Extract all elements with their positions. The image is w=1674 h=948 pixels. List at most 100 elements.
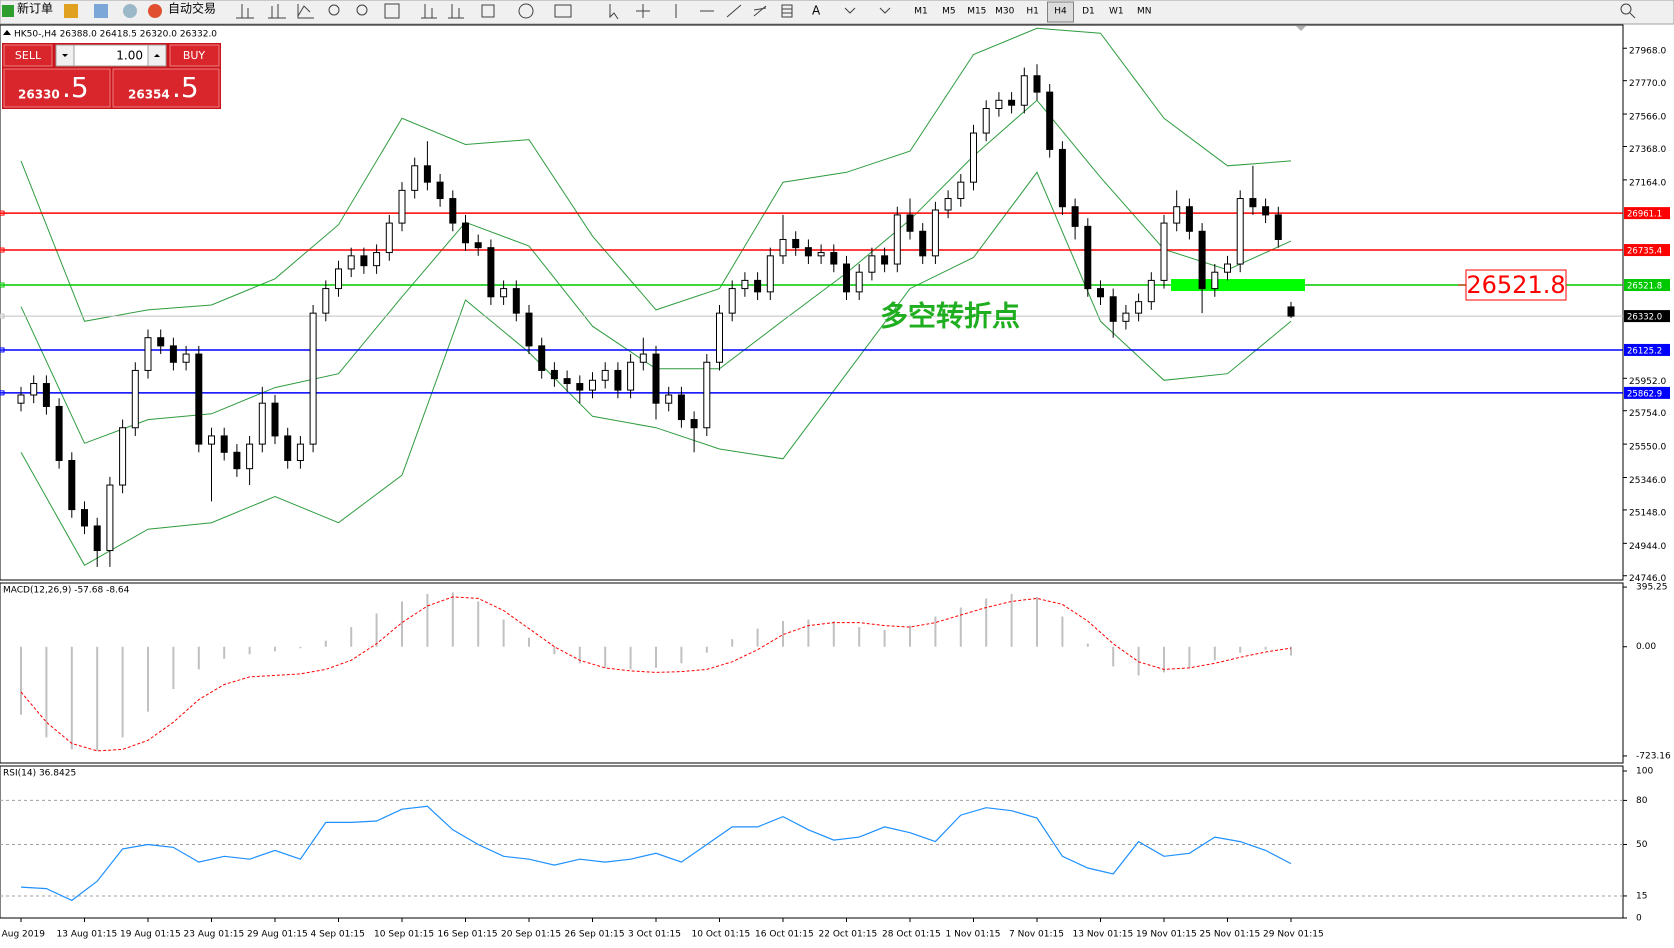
- rsi-title: RSI(14) 36.8425: [3, 769, 76, 779]
- toolbar: 新订单 自动交易 A M1 M5 M15 M30 H1 H4 D1 W1 MN: [0, 0, 1674, 25]
- candle-body: [1198, 230, 1206, 290]
- bid-box[interactable]: [3, 68, 111, 108]
- timeframe-buttons: M1 M5 M15 M30 H1 H4 D1 W1 MN: [914, 7, 1151, 17]
- candle-body: [982, 107, 990, 134]
- volume-value[interactable]: 1.00: [116, 49, 143, 63]
- bid-pips[interactable]: .5: [62, 71, 89, 104]
- y-tick-label: 27566.0: [1629, 113, 1666, 123]
- candle-body: [1274, 214, 1282, 240]
- candle-body: [182, 353, 190, 363]
- y-tick-label: 27368.0: [1629, 145, 1666, 155]
- candle-body: [919, 230, 927, 257]
- level-anchor: [0, 247, 5, 253]
- candle-body: [703, 361, 711, 429]
- candle-body: [436, 181, 444, 200]
- level-label: 26735.4: [1627, 247, 1662, 257]
- bollinger-upper: [20, 27, 1292, 322]
- sell-label[interactable]: SELL: [15, 49, 42, 62]
- candle-body: [1185, 206, 1193, 232]
- timeframe-button[interactable]: M1: [914, 7, 928, 17]
- sell-button[interactable]: [3, 44, 53, 67]
- axes: 27968.0 27770.0 27566.0 27368.0 27164.0 25952…: [0, 47, 1671, 940]
- main-plot: 多空转折点: [0, 27, 1623, 567]
- candle-body: [1135, 301, 1143, 314]
- new-order-button[interactable]: 新订单: [17, 1, 53, 16]
- candle-body: [258, 402, 266, 445]
- candle-body: [398, 189, 406, 224]
- buy-label[interactable]: BUY: [183, 49, 206, 62]
- x-tick-label: 16 Sep 01:15: [438, 930, 498, 940]
- x-tick-label: 19 Aug 01:15: [120, 930, 181, 940]
- toolbar-icon[interactable]: [94, 4, 108, 18]
- candle-body: [296, 443, 304, 461]
- ask-price[interactable]: 26354: [128, 88, 170, 102]
- candle-body: [1262, 206, 1270, 216]
- timeframe-button[interactable]: MN: [1137, 7, 1152, 17]
- level-label-box: [1624, 244, 1670, 257]
- candle-body: [550, 369, 558, 380]
- candle-body: [804, 247, 812, 257]
- timeframe-button[interactable]: M5: [942, 7, 956, 17]
- candle-body: [779, 238, 787, 257]
- x-tick-label: 13 Aug 01:15: [57, 930, 118, 940]
- level-label-box: [1624, 386, 1670, 399]
- rsi-tick-label: 15: [1636, 891, 1647, 901]
- candle-body: [652, 353, 660, 404]
- main-panel: [0, 24, 1624, 581]
- candle-body: [119, 427, 127, 486]
- timeframe-button[interactable]: M30: [995, 7, 1014, 17]
- candle-body: [995, 99, 1003, 109]
- candle-body: [614, 369, 622, 391]
- timeframe-button[interactable]: D1: [1082, 7, 1095, 17]
- macd-tick-label: -723.16: [1636, 751, 1671, 761]
- candle-body: [42, 383, 50, 407]
- candle-body: [373, 252, 381, 267]
- timeframe-button[interactable]: M15: [967, 7, 986, 17]
- toolbar-icon[interactable]: [123, 4, 137, 18]
- timeframe-button[interactable]: H4: [1054, 7, 1067, 17]
- x-tick-label: 23 Aug 01:15: [184, 930, 245, 940]
- ask-pips[interactable]: .5: [172, 71, 199, 104]
- candle-body: [423, 165, 431, 183]
- candle-body: [1236, 198, 1244, 265]
- text-tool[interactable]: A: [812, 4, 821, 18]
- arrow: [154, 54, 160, 57]
- candle-body: [817, 252, 825, 257]
- timeframe-button[interactable]: H1: [1026, 7, 1039, 17]
- level-anchor: [0, 313, 5, 319]
- active-timeframe: [1047, 1, 1074, 23]
- toolbar-bg: [0, 0, 1674, 25]
- bid-price[interactable]: 26330: [18, 88, 60, 102]
- toolbar-icon[interactable]: [64, 4, 78, 18]
- candle-body: [1071, 206, 1079, 227]
- candle-body: [868, 255, 876, 273]
- candle-body: [284, 435, 292, 461]
- macd-signal: [20, 596, 1292, 752]
- candle-body: [754, 279, 762, 293]
- candle-body: [411, 165, 419, 191]
- candle-body: [512, 288, 520, 314]
- pivot-zone: [1171, 279, 1305, 292]
- timeframe-button[interactable]: W1: [1109, 7, 1124, 17]
- candle-body: [830, 252, 838, 265]
- ask-box[interactable]: [112, 68, 220, 108]
- level-label: 26125.2: [1627, 346, 1662, 356]
- candle-body: [766, 255, 774, 293]
- candle-body: [1249, 198, 1257, 208]
- candle-body: [1046, 91, 1054, 150]
- candle-body: [1097, 288, 1104, 298]
- toolbar-tools[interactable]: [236, 3, 1636, 20]
- buy-button[interactable]: [169, 44, 220, 67]
- candle-body: [1020, 75, 1028, 106]
- x-tick-label: 29 Aug 01:15: [247, 930, 308, 940]
- new-order-icon[interactable]: [2, 5, 14, 17]
- y-tick-label: 24746.0: [1629, 574, 1666, 584]
- autotrade-button[interactable]: 自动交易: [168, 1, 216, 16]
- autotrade-icon[interactable]: [148, 4, 162, 18]
- x-tick-label: 19 Nov 01:15: [1136, 930, 1197, 940]
- candle-body: [525, 312, 533, 347]
- candle-body: [309, 312, 317, 445]
- macd-title: MACD(12,26,9) -57.68 -8.64: [3, 586, 130, 596]
- level-label: 25862.9: [1627, 389, 1662, 399]
- candle-body: [335, 268, 342, 290]
